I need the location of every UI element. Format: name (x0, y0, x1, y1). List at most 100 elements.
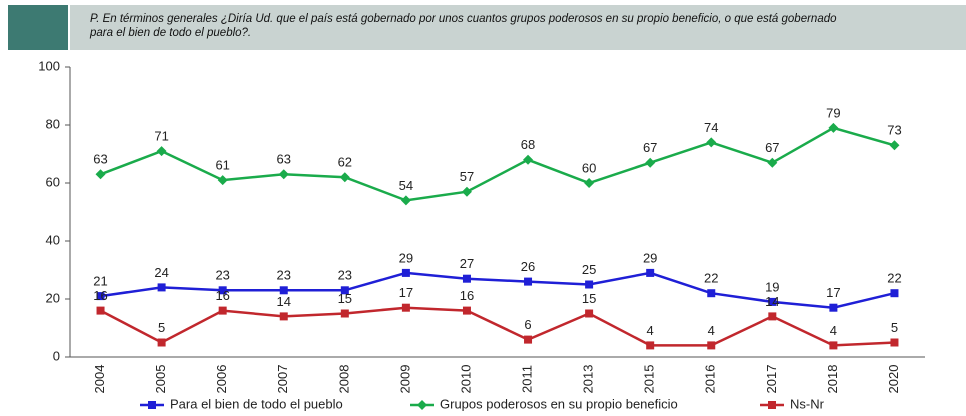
x-tick-label: 2009 (397, 365, 412, 394)
data-label: 15 (582, 291, 596, 306)
data-label: 62 (338, 155, 352, 170)
data-label: 24 (154, 265, 168, 280)
x-tick-label: 2004 (92, 365, 107, 394)
data-label: 23 (215, 268, 229, 283)
data-label: 26 (521, 259, 535, 274)
data-label: 14 (277, 294, 291, 309)
marker (217, 175, 228, 186)
data-label: 61 (215, 158, 229, 173)
header-band (70, 5, 966, 50)
marker (584, 178, 595, 188)
marker (828, 122, 839, 133)
data-label: 15 (338, 291, 352, 306)
y-tick-label: 20 (46, 290, 60, 305)
data-label: 16 (460, 288, 474, 303)
data-label: 29 (399, 250, 413, 265)
data-label: 21 (93, 274, 107, 289)
marker (279, 286, 288, 295)
y-tick-label: 0 (53, 348, 60, 363)
marker (523, 154, 534, 165)
marker (890, 289, 899, 298)
y-tick-label: 100 (38, 58, 60, 73)
data-label: 6 (524, 317, 531, 332)
data-label: 14 (765, 294, 779, 309)
data-label: 73 (887, 123, 901, 138)
marker (157, 338, 166, 347)
marker (462, 274, 471, 283)
marker (461, 186, 472, 197)
data-label: 25 (582, 262, 596, 277)
marker (339, 172, 350, 183)
marker (707, 341, 716, 350)
marker (768, 297, 777, 306)
marker (401, 268, 410, 277)
marker (462, 306, 471, 315)
data-label: 68 (521, 137, 535, 152)
marker (829, 341, 838, 350)
legend-label: Ns-Nr (790, 396, 825, 411)
marker (768, 312, 777, 321)
marker (646, 268, 655, 277)
x-tick-label: 2008 (336, 365, 351, 394)
legend-marker (768, 401, 776, 409)
marker (767, 157, 778, 168)
marker (278, 169, 289, 180)
x-tick-label: 2015 (642, 365, 657, 394)
data-label: 67 (765, 140, 779, 155)
marker (340, 286, 349, 295)
marker (889, 140, 900, 151)
marker (585, 309, 594, 318)
y-tick-label: 40 (46, 232, 60, 247)
data-label: 23 (277, 268, 291, 283)
marker (707, 289, 716, 298)
data-label: 16 (215, 288, 229, 303)
legend-label: Para el bien de todo el pueblo (170, 396, 343, 411)
data-label: 4 (708, 323, 715, 338)
data-label: 17 (399, 285, 413, 300)
data-label: 29 (643, 250, 657, 265)
data-label: 22 (704, 271, 718, 286)
y-tick-label: 80 (46, 116, 60, 131)
data-label: 17 (826, 285, 840, 300)
data-label: 63 (277, 152, 291, 167)
data-label: 16 (93, 288, 107, 303)
marker (156, 146, 167, 157)
data-label: 4 (830, 323, 837, 338)
data-label: 19 (765, 279, 779, 294)
marker (340, 309, 349, 318)
marker (706, 137, 717, 148)
marker (400, 195, 411, 206)
marker (218, 286, 227, 295)
legend-marker (148, 401, 156, 409)
data-label: 27 (460, 256, 474, 271)
data-label: 57 (460, 169, 474, 184)
marker (157, 283, 166, 292)
marker (279, 312, 288, 321)
marker (646, 341, 655, 350)
data-label: 22 (887, 271, 901, 286)
data-label: 5 (891, 320, 898, 335)
x-tick-label: 2013 (581, 365, 596, 394)
x-tick-label: 2020 (886, 365, 901, 394)
x-tick-label: 2018 (825, 365, 840, 394)
data-label: 71 (154, 129, 168, 144)
x-tick-label: 2016 (703, 365, 718, 394)
data-label: 60 (582, 160, 596, 175)
x-tick-label: 2007 (275, 365, 290, 394)
marker (890, 338, 899, 347)
marker (218, 306, 227, 315)
x-tick-label: 2011 (519, 365, 534, 393)
series-line (99, 306, 895, 347)
legend-marker (417, 400, 427, 410)
marker (401, 303, 410, 312)
marker (96, 306, 105, 315)
data-label: 54 (399, 178, 413, 193)
x-tick-label: 2017 (764, 365, 779, 394)
marker (829, 303, 838, 312)
legend-label: Grupos poderosos en su propio beneficio (440, 396, 678, 411)
marker (585, 280, 594, 289)
marker (645, 157, 656, 168)
series-line (100, 126, 895, 202)
